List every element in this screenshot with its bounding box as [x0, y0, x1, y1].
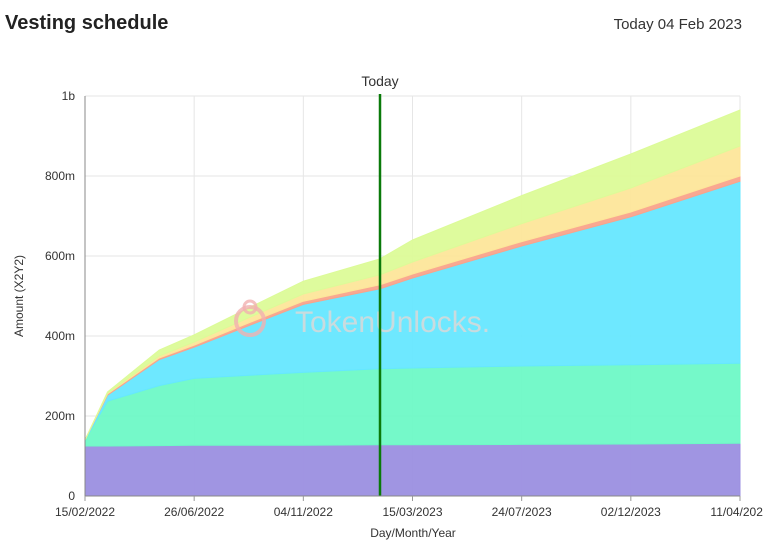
y-tick-label: 0 [68, 489, 75, 503]
y-ticks: 0 200m 400m 600m 800m 1b [45, 89, 75, 503]
area-series-6 [84, 109, 741, 441]
y-tick-label: 200m [45, 409, 75, 423]
areas [84, 109, 741, 497]
x-tick-label: 15/03/2023 [382, 505, 442, 519]
x-tick-label: 24/07/2023 [492, 505, 552, 519]
y-axis-label: Amount (X2Y2) [12, 255, 26, 337]
x-ticks: 15/02/2022 26/06/2022 04/11/2022 15/03/2023… [55, 496, 763, 519]
y-tick-label: 800m [45, 169, 75, 183]
x-tick-label: 15/02/2022 [55, 505, 115, 519]
today-label: Today [361, 73, 398, 89]
page-title: Vesting schedule [5, 12, 169, 34]
y-tick-label: 1b [62, 89, 76, 103]
y-tick-label: 600m [45, 249, 75, 263]
y-tick-label: 400m [45, 329, 75, 343]
x-tick-label: 26/06/2022 [164, 505, 224, 519]
watermark-logo-icon [234, 299, 266, 337]
x-tick-label: 02/12/2023 [601, 505, 661, 519]
today-date: Today 04 Feb 2023 [613, 16, 742, 33]
x-tick-label: 11/04/2024 [710, 505, 763, 519]
today-marker: Today [361, 73, 399, 496]
area-series-1 [84, 442, 741, 497]
watermark-text: TokenUnlocks. [295, 306, 490, 339]
x-axis-label: Day/Month/Year [370, 526, 456, 540]
x-tick-label: 04/11/2022 [274, 505, 333, 519]
